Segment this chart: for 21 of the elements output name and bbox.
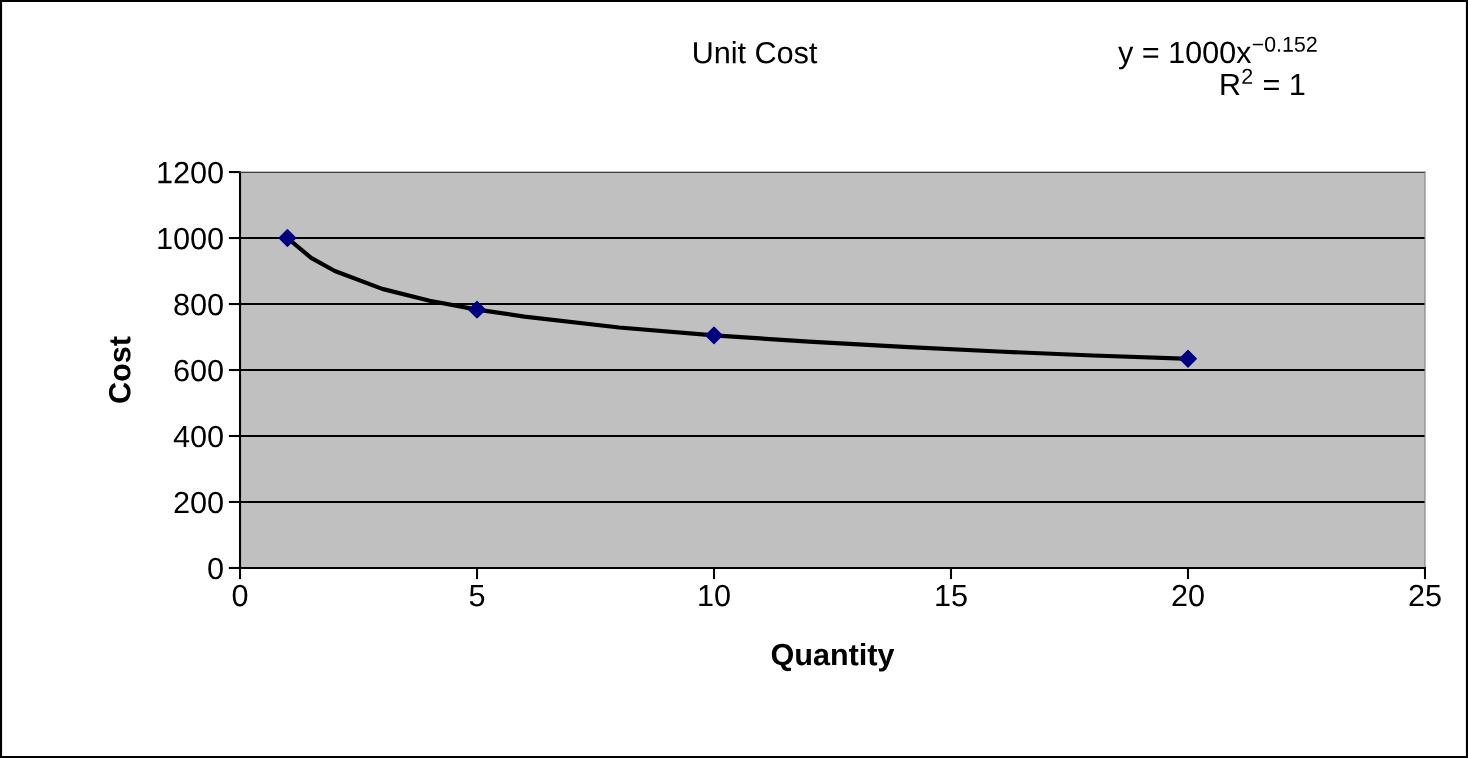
x-tick-label: 15 (936, 585, 967, 607)
y-tick-label: 400 (173, 425, 223, 448)
x-axis-title: Quantity (771, 642, 895, 672)
x-tick-label: 10 (699, 584, 730, 607)
point (1179, 349, 1197, 368)
x-tick-label: 25 (1409, 584, 1441, 607)
x-tick-label: 5 (469, 585, 485, 607)
y-tick-label: 0 (208, 557, 223, 580)
x-tick-label: 20 (1172, 584, 1204, 607)
y-tick-label: 1000 (158, 227, 223, 250)
x-tick-label: 0 (232, 584, 248, 607)
point (705, 326, 723, 345)
y-tick-label: 800 (174, 293, 223, 316)
y-tick-label: 1200 (158, 161, 223, 184)
point (468, 300, 486, 319)
chart-title: Unit Cost (694, 41, 818, 64)
y-tick-label: 600 (174, 359, 223, 382)
point (278, 229, 297, 247)
y-axis-title: Cost (108, 336, 131, 403)
text: R$^{2}$ = 1 (1221, 68, 1305, 96)
y-tick-label: 200 (174, 491, 223, 514)
